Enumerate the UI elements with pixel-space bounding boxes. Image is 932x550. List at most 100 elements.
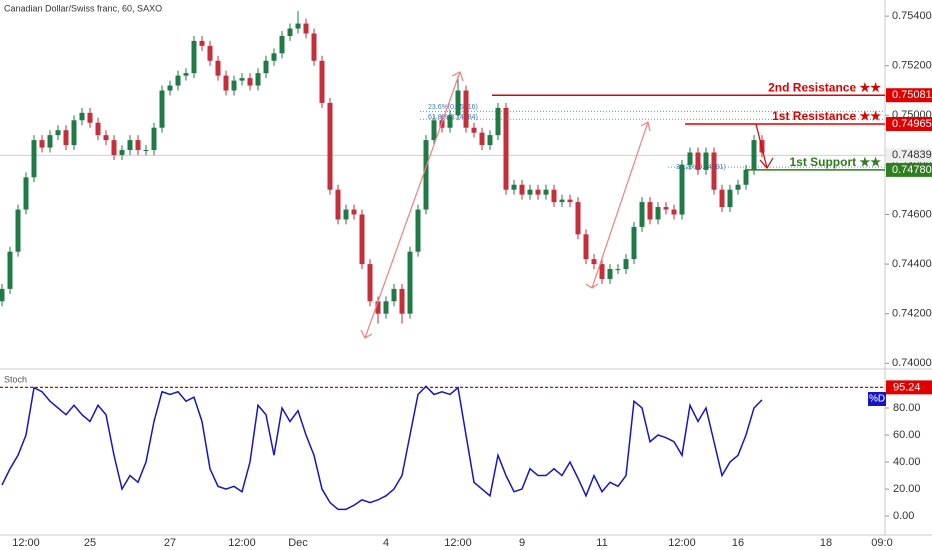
level-name: 2nd Resistance ★★ xyxy=(768,80,881,94)
candle-body xyxy=(679,164,685,215)
candle-body xyxy=(415,209,421,252)
candle-body xyxy=(727,189,733,208)
x-tick-label: 12:00 xyxy=(444,537,472,549)
candle-body xyxy=(7,251,13,289)
candle-body xyxy=(367,264,373,302)
candle-body xyxy=(239,78,245,81)
candle-body xyxy=(575,202,581,235)
candle-body xyxy=(127,140,133,151)
candle-body xyxy=(703,152,709,170)
y-tick-label: 0.00 xyxy=(893,510,914,522)
candle-body xyxy=(719,189,725,208)
last-price-box xyxy=(886,148,932,163)
candle-body xyxy=(543,189,549,195)
y-tick-label: 0.74200 xyxy=(892,308,932,320)
candle-body xyxy=(151,127,157,151)
candle-body xyxy=(671,209,677,215)
candle-body xyxy=(431,120,437,141)
candle-body xyxy=(383,301,389,314)
candle-body xyxy=(31,140,37,178)
x-tick-label: 25 xyxy=(84,537,96,549)
candle-body xyxy=(215,60,221,76)
candle-body xyxy=(471,127,477,133)
x-tick-label: 09:0 xyxy=(871,537,892,549)
candle-body xyxy=(39,140,45,148)
candle-body xyxy=(271,53,277,61)
level-price-label: 0.74965 xyxy=(892,118,932,130)
candle-body xyxy=(455,90,461,116)
legend-box xyxy=(868,392,886,406)
candle-body xyxy=(143,150,149,152)
y-tick-label: 80.00 xyxy=(893,402,921,414)
candle-body xyxy=(695,152,701,170)
candle-body xyxy=(79,112,85,121)
x-tick-label: 4 xyxy=(383,537,389,549)
candle-body xyxy=(191,40,197,74)
candle-body xyxy=(207,45,213,61)
x-tick-label: 12:00 xyxy=(12,537,40,549)
candle-body xyxy=(359,214,365,265)
drawings xyxy=(360,71,774,339)
candle-body xyxy=(535,189,541,195)
candle-body xyxy=(47,135,53,148)
arrow-head xyxy=(451,71,464,82)
x-tick-label: 27 xyxy=(164,537,176,549)
candle-body xyxy=(303,23,309,34)
x-tick-label: 12:00 xyxy=(228,537,256,549)
candle-body xyxy=(263,60,269,74)
level-name: 1st Support ★★ xyxy=(789,155,881,169)
stoch-line xyxy=(1,385,763,511)
candle-body xyxy=(559,199,565,203)
candle-body xyxy=(223,75,229,91)
fib-label: 61.8%(0.74984) xyxy=(428,114,478,121)
y-tick-label: 60.00 xyxy=(893,429,921,441)
y-tick-label: 0.74600 xyxy=(892,208,932,220)
y-tick-label: 0.74000 xyxy=(892,357,932,369)
candle-body xyxy=(623,259,629,270)
candle-body xyxy=(711,152,717,190)
candle-body xyxy=(135,140,141,151)
candle-body xyxy=(231,80,237,91)
stoch-level-label: 95.24 xyxy=(893,381,921,393)
x-tick-label: 18 xyxy=(820,537,832,549)
candle-body xyxy=(167,85,173,91)
candle-body xyxy=(615,269,621,271)
level-price-box xyxy=(886,116,932,131)
candle-body xyxy=(159,90,165,128)
candle-body xyxy=(447,115,453,128)
x-tick-label: 16 xyxy=(732,537,744,549)
candle-body xyxy=(591,259,597,265)
candle-body xyxy=(663,207,669,210)
price-panel: 0.754000.752000.750000.748000.746000.744… xyxy=(0,10,932,369)
chart-title: Canadian Dollar/Swiss franc, 60, SAXO xyxy=(4,3,162,13)
arrow-head xyxy=(759,157,774,170)
candle-body xyxy=(399,288,405,314)
stoch-panel: 0.00 20.00 40.00 60.00 80.00 95.24 %D xyxy=(0,380,932,522)
candle-body xyxy=(351,209,357,215)
candle-body xyxy=(335,189,341,220)
candle-body xyxy=(743,169,749,185)
arrow-head xyxy=(360,329,373,339)
stoch-level-box xyxy=(886,380,932,395)
candle-body xyxy=(119,150,125,155)
candle-body xyxy=(631,226,637,260)
wave-arrow xyxy=(591,121,649,289)
candle-body xyxy=(639,202,645,227)
candle-body xyxy=(463,90,469,128)
candle-body xyxy=(0,288,5,302)
candle-body xyxy=(551,189,557,203)
candle-body xyxy=(687,152,693,165)
last-price-label: 0.74839 xyxy=(892,149,932,161)
candle-body xyxy=(479,132,485,146)
arrow-head xyxy=(585,283,599,289)
x-tick-label: 9 xyxy=(519,537,525,549)
candle-body xyxy=(55,130,61,136)
candle-body xyxy=(103,135,109,141)
candle-body xyxy=(487,135,493,146)
candle-body xyxy=(647,202,653,220)
candle-body xyxy=(503,107,509,190)
candle-body xyxy=(407,251,413,314)
candle-body xyxy=(519,184,525,195)
candle-body xyxy=(295,23,301,29)
candle-body xyxy=(511,184,517,190)
